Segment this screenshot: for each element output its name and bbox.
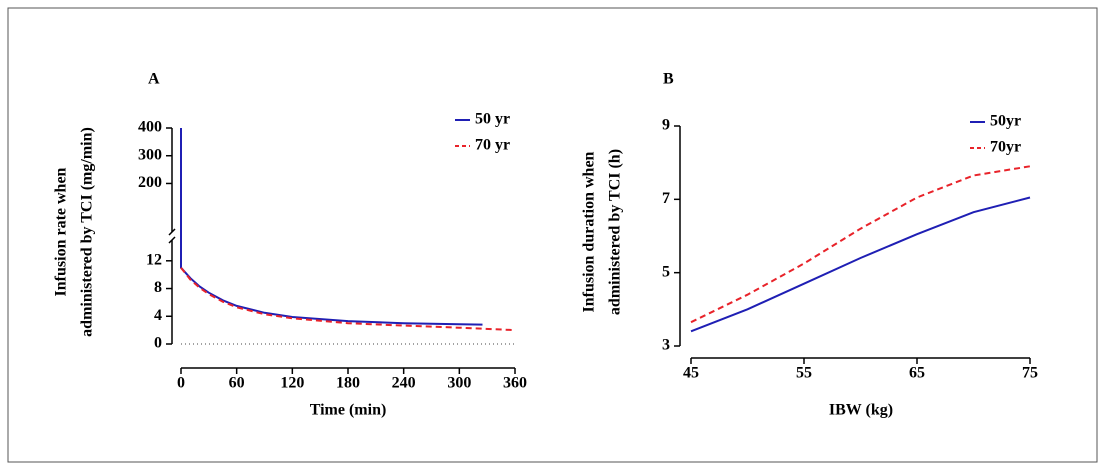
x-tick-label: 65	[909, 365, 925, 382]
x-tick-label: 55	[796, 365, 812, 382]
frame	[7, 7, 1098, 463]
legend-label: 50 yr	[475, 111, 510, 128]
y-axis-title: Infusion duration when	[581, 151, 598, 312]
y-tick-label: 4	[154, 307, 162, 324]
y-axis-title: administered by TCI (mg/min)	[79, 127, 96, 337]
series-line	[180, 267, 516, 332]
x-tick-label: 240	[392, 375, 416, 392]
axis-break	[168, 236, 176, 244]
y-tick-label: 7	[662, 190, 670, 207]
y-tick-label: 0	[154, 335, 162, 352]
x-tick-label: 360	[503, 375, 527, 392]
x-tick-label: 120	[280, 375, 304, 392]
y-tick-label: 9	[662, 117, 670, 134]
panel-letter: B	[663, 71, 674, 88]
y-axis-title: administered by TCI (h)	[607, 149, 624, 315]
x-tick-label: 0	[177, 375, 185, 392]
y-tick-label: 12	[146, 251, 162, 268]
x-axis-title: IBW (kg)	[829, 402, 893, 419]
x-tick-label: 300	[447, 375, 471, 392]
x-tick-label: 75	[1022, 365, 1038, 382]
y-tick-label: 200	[138, 174, 162, 191]
x-tick-label: 60	[229, 375, 245, 392]
x-axis-title: Time (min)	[310, 402, 387, 419]
legend-label: 70yr	[990, 139, 1021, 156]
y-tick-label: 8	[154, 279, 162, 296]
series-line	[690, 196, 1031, 333]
x-tick-label: 180	[336, 375, 360, 392]
y-tick-label: 3	[662, 337, 670, 354]
legend-label: 50yr	[990, 113, 1021, 130]
series-line	[180, 128, 483, 326]
y-tick-label: 400	[138, 119, 162, 136]
panel-letter: A	[148, 71, 160, 88]
y-axis-title: Infusion rate when	[53, 167, 70, 296]
series-line	[690, 165, 1031, 324]
legend-label: 70 yr	[475, 137, 510, 154]
x-tick-label: 45	[683, 365, 699, 382]
axis-break	[168, 228, 176, 236]
y-tick-label: 5	[662, 263, 670, 280]
y-tick-label: 300	[138, 146, 162, 163]
